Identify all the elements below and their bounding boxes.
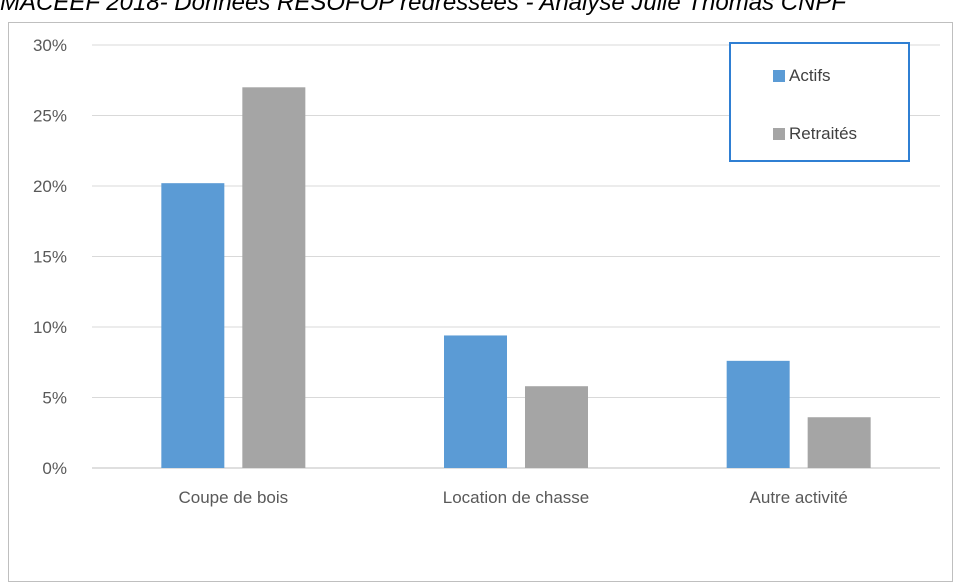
legend-swatch-retraites [773, 128, 785, 140]
y-tick-label: 30% [33, 36, 67, 55]
y-tick-label: 0% [42, 459, 67, 478]
legend-label-retraites: Retraités [789, 124, 858, 143]
y-tick-label: 15% [33, 248, 67, 267]
x-category-label: Coupe de bois [179, 488, 289, 507]
x-category-label: Autre activité [750, 488, 848, 507]
legend-swatch-actifs [773, 70, 785, 82]
bar-retraites [525, 386, 588, 468]
y-tick-label: 25% [33, 107, 67, 126]
bar-actifs [444, 335, 507, 468]
legend-label-actifs: Actifs [789, 66, 831, 85]
y-tick-label: 5% [42, 389, 67, 408]
bar-retraites [242, 87, 306, 469]
source-caption: MACEEF 2018- Données RESOFOP redressées … [0, 0, 957, 26]
x-category-label: Location de chasse [443, 488, 590, 507]
bar-actifs [161, 183, 225, 468]
bar-actifs [726, 360, 790, 468]
legend: Actifs Retraités [729, 42, 910, 162]
y-tick-label: 10% [33, 318, 67, 337]
legend-item-actifs: Actifs [773, 66, 831, 86]
bar-retraites [807, 417, 871, 468]
y-tick-label: 20% [33, 177, 67, 196]
legend-item-retraites: Retraités [773, 124, 857, 144]
source-caption-text: MACEEF 2018- Données RESOFOP redressées … [0, 0, 847, 16]
